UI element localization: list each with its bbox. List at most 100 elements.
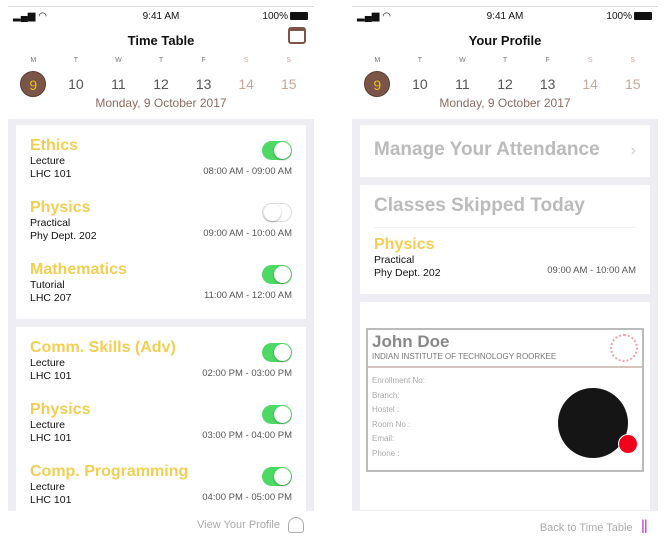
signal-icon: ▂▄▆ ◠ <box>357 11 391 22</box>
day-number: 10 <box>412 76 428 92</box>
day-4[interactable]: F 13 <box>526 57 569 97</box>
status-time: 9:41 AM <box>142 11 180 22</box>
class-item: Comm. Skills (Adv) Lecture LHC 101 02:00 PM… <box>30 331 292 393</box>
day-5[interactable]: S 14 <box>225 57 268 97</box>
id-card-container: John Doe INDIAN INSTITUTE OF TECHNOLOGY R… <box>360 302 650 510</box>
class-item: Physics Lecture LHC 101 03:00 PM - 04:00 PM <box>30 393 292 455</box>
day-2[interactable]: W 11 <box>97 57 140 97</box>
profile-photo[interactable] <box>558 388 628 458</box>
day-2[interactable]: W 11 <box>441 57 484 97</box>
class-room: LHC 101 <box>30 370 72 382</box>
calendar-icon[interactable] <box>288 27 306 44</box>
class-name: Mathematics <box>30 261 127 278</box>
page-title: Your Profile <box>468 33 542 48</box>
view-profile-label: View Your Profile <box>197 519 280 531</box>
class-room: LHC 101 <box>30 168 72 180</box>
class-list[interactable]: Ethics Lecture LHC 101 08:00 AM - 09:00 AM P… <box>8 119 314 521</box>
class-type: Practical <box>374 254 415 266</box>
skipped-class: Physics Practical Phy Dept. 202 09:00 AM - … <box>374 228 636 290</box>
day-number: 11 <box>455 76 470 92</box>
class-room: LHC 207 <box>30 292 72 304</box>
institute-seal-logo <box>610 334 638 362</box>
weekday-label: F <box>201 57 206 64</box>
day-1[interactable]: T 10 <box>399 57 442 97</box>
day-number: 14 <box>582 76 598 92</box>
day-number: 15 <box>624 76 641 92</box>
class-item: Ethics Lecture LHC 101 08:00 AM - 09:00 AM <box>30 129 292 191</box>
weekday-label: S <box>286 57 292 64</box>
weekday-label: T <box>73 57 78 64</box>
attendance-toggle[interactable] <box>262 141 292 160</box>
class-type: Practical <box>30 217 71 229</box>
class-item: Mathematics Tutorial LHC 207 11:00 AM - 12:… <box>30 253 292 315</box>
class-type: Lecture <box>30 357 66 369</box>
attendance-toggle[interactable] <box>262 203 292 222</box>
day-number: 14 <box>238 76 254 92</box>
attendance-toggle[interactable] <box>262 265 292 284</box>
day-4[interactable]: F 13 <box>182 57 225 97</box>
status-dot <box>618 434 638 454</box>
id-field-label: Hostel : <box>372 405 400 415</box>
day-5[interactable]: S 14 <box>569 57 612 97</box>
status-time: 9:41 AM <box>486 11 524 22</box>
weekday-label: T <box>502 57 508 64</box>
profile-icon <box>288 517 304 533</box>
weekday-label: T <box>158 57 164 64</box>
id-field-label: Room No : <box>372 419 411 429</box>
id-field-label: Phone : <box>372 448 400 458</box>
attendance-toggle[interactable] <box>262 405 292 424</box>
day-number: 11 <box>111 76 126 92</box>
class-item: Comp. Programming Lecture LHC 101 04:00 PM … <box>30 455 292 517</box>
weekday-label: S <box>630 57 636 64</box>
page-title: Time Table <box>127 33 195 48</box>
day-6[interactable]: S 15 <box>267 57 310 97</box>
selected-date: Monday, 9 October 2017 <box>439 96 571 110</box>
weekday-label: T <box>417 57 422 64</box>
class-room: LHC 101 <box>30 494 72 506</box>
class-name: Comm. Skills (Adv) <box>30 339 176 356</box>
status-bar: ▂▄▆ ◠ 9:41 AM 100% <box>8 11 314 25</box>
weekday-label: S <box>587 57 593 64</box>
class-name: Physics <box>30 199 91 216</box>
selected-date: Monday, 9 October 2017 <box>95 96 227 110</box>
institute-name: INDIAN INSTITUTE OF TECHNOLOGY ROORKEE <box>372 352 557 361</box>
battery: 100% <box>262 11 308 22</box>
id-field-label: Email: <box>372 434 395 444</box>
weekday-label: W <box>115 57 122 64</box>
battery-icon <box>290 12 308 21</box>
timetable-screen: ▂▄▆ ◠ 9:41 AM 100% Time Table M 9 T 10 W 11 T 12 F… <box>8 6 314 546</box>
day-3[interactable]: T 12 <box>484 57 527 97</box>
weekday-label: M <box>374 57 381 64</box>
class-group-card: Comm. Skills (Adv) Lecture LHC 101 02:00 PM… <box>16 327 306 521</box>
day-number: 12 <box>497 76 513 92</box>
day-3[interactable]: T 12 <box>140 57 183 97</box>
day-6[interactable]: S 15 <box>611 57 654 97</box>
class-type: Lecture <box>30 155 66 167</box>
attendance-toggle[interactable] <box>262 467 292 486</box>
back-to-timetable-button[interactable]: Back to Time Table ‖ <box>540 517 648 538</box>
skipped-card: Classes Skipped Today Physics Practical Ph… <box>360 185 650 294</box>
profile-content: Manage Your Attendance › Classes Skipped … <box>352 119 658 511</box>
weekday-label: S <box>243 57 249 64</box>
day-number: 13 <box>195 76 212 92</box>
signal-icon: ▂▄▆ ◠ <box>13 11 47 22</box>
attendance-toggle[interactable] <box>262 343 292 362</box>
week-strip: M 9 T 10 W 11 T 12 F 13 S 14 S 15 <box>8 57 314 97</box>
id-card: John Doe INDIAN INSTITUTE OF TECHNOLOGY R… <box>366 328 644 472</box>
battery: 100% <box>606 11 652 22</box>
profile-screen: ▂▄▆ ◠ 9:41 AM 100% Your Profile M 9 T 10 W 11 T 1… <box>352 6 658 546</box>
weekday-label: M <box>30 57 37 64</box>
manage-attendance-button[interactable]: Manage Your Attendance › <box>360 125 650 177</box>
pencils-icon: ‖ <box>640 517 648 537</box>
class-time: 08:00 AM - 09:00 AM <box>203 166 292 177</box>
day-number: 10 <box>68 76 84 92</box>
battery-text: 100% <box>606 11 632 22</box>
back-label: Back to Time Table <box>539 521 633 534</box>
class-room: LHC 101 <box>30 432 72 444</box>
view-profile-button[interactable]: View Your Profile <box>197 517 304 533</box>
day-number: 9 <box>20 71 47 97</box>
manage-attendance-label: Manage Your Attendance <box>374 139 600 160</box>
day-1[interactable]: T 10 <box>55 57 98 97</box>
